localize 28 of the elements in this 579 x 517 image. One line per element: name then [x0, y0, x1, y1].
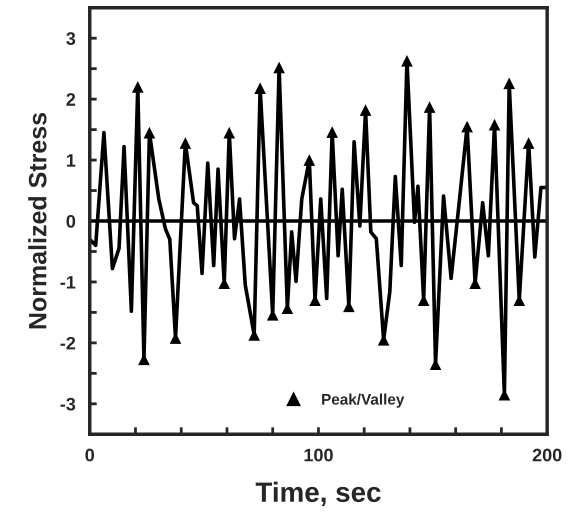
point [223, 126, 236, 138]
x-tick-label: 200 [532, 448, 562, 462]
point [461, 120, 473, 132]
point [132, 81, 144, 93]
y-tick-label: 1 [66, 154, 76, 167]
point [254, 82, 266, 94]
x-axis-title: Time, sec [256, 482, 381, 506]
point [360, 104, 372, 116]
y-tick-label: -2 [60, 336, 76, 350]
legend-label: Peak/Valley [322, 393, 404, 408]
y-tick-label: 2 [66, 93, 76, 106]
point [326, 126, 338, 138]
point [522, 137, 534, 149]
point [488, 118, 500, 131]
point [503, 78, 515, 90]
x-tick-label: 100 [304, 448, 333, 462]
y-tick-label: -3 [60, 398, 76, 411]
y-tick-label: 3 [66, 32, 76, 45]
y-tick-label: 0 [66, 214, 76, 228]
x-tick-label: 0 [85, 448, 94, 462]
point [401, 54, 413, 67]
y-axis-title: Normalized Stress [28, 112, 47, 328]
point [144, 126, 156, 138]
point [273, 62, 285, 74]
point [303, 154, 316, 166]
y-tick-label: -1 [60, 276, 76, 288]
point [180, 137, 192, 149]
point [424, 101, 436, 113]
